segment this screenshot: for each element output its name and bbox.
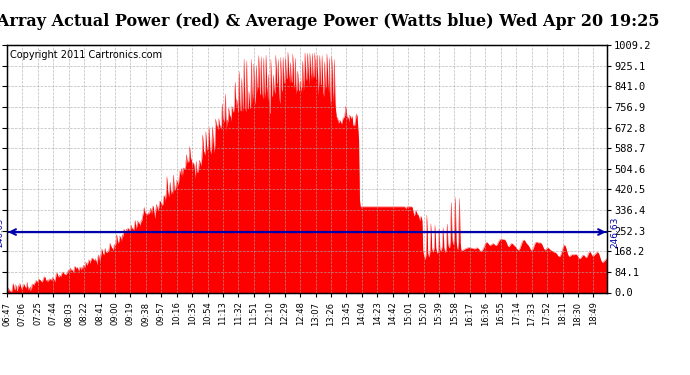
- Text: Copyright 2011 Cartronics.com: Copyright 2011 Cartronics.com: [10, 50, 162, 60]
- Text: 246.63: 246.63: [610, 216, 619, 248]
- Text: West Array Actual Power (red) & Average Power (Watts blue) Wed Apr 20 19:25: West Array Actual Power (red) & Average …: [0, 13, 660, 30]
- Text: 246.63: 246.63: [0, 217, 4, 247]
